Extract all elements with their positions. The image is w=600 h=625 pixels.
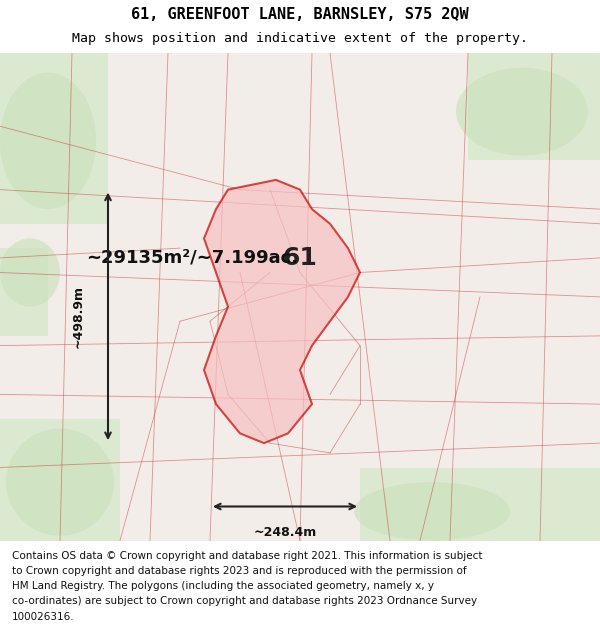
Text: 61: 61 [283,246,317,270]
Bar [0,248,48,336]
Ellipse shape [354,482,510,541]
Ellipse shape [456,68,588,156]
Text: Contains OS data © Crown copyright and database right 2021. This information is : Contains OS data © Crown copyright and d… [12,551,482,561]
Text: Map shows position and indicative extent of the property.: Map shows position and indicative extent… [72,32,528,45]
Text: to Crown copyright and database rights 2023 and is reproduced with the permissio: to Crown copyright and database rights 2… [12,566,467,576]
Text: HM Land Registry. The polygons (including the associated geometry, namely x, y: HM Land Registry. The polygons (includin… [12,581,434,591]
Text: ~498.9m: ~498.9m [71,285,85,348]
Bar [360,468,600,541]
Text: co-ordinates) are subject to Crown copyright and database rights 2023 Ordnance S: co-ordinates) are subject to Crown copyr… [12,596,477,606]
Text: 100026316.: 100026316. [12,611,74,621]
Text: ~248.4m: ~248.4m [253,526,317,539]
Bar [468,53,600,161]
Ellipse shape [0,238,60,307]
Text: 61, GREENFOOT LANE, BARNSLEY, S75 2QW: 61, GREENFOOT LANE, BARNSLEY, S75 2QW [131,8,469,22]
Bar [0,419,120,541]
Ellipse shape [6,429,114,536]
Bar [0,53,108,224]
Ellipse shape [0,72,96,209]
Polygon shape [204,180,360,443]
Text: ~29135m²/~7.199ac.: ~29135m²/~7.199ac. [86,249,298,267]
